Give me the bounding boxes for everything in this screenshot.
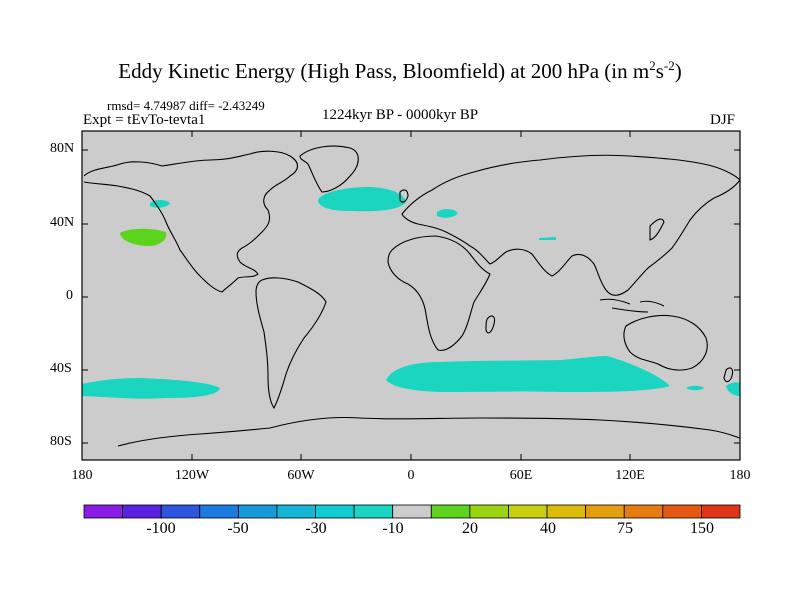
anomaly-patch-europe <box>437 209 458 218</box>
colorbar <box>83 504 741 519</box>
lon-label: 120E <box>615 468 645 483</box>
lon-label: 0 <box>407 468 415 483</box>
colorbar-swatch <box>199 504 239 519</box>
colorbar-swatch <box>508 504 548 519</box>
coastline-north-america <box>83 150 299 293</box>
coastlines <box>83 145 741 447</box>
coastline-south-america <box>255 277 327 410</box>
colorbar-swatch <box>392 504 432 519</box>
lon-label: 120W <box>174 468 210 483</box>
colorbar-label: -30 <box>305 520 327 537</box>
colorbar-swatch <box>469 504 509 519</box>
anomaly-patch-pacific-green <box>120 228 167 246</box>
colorbar-label: 40 <box>540 520 556 537</box>
coastline-indonesia <box>599 298 665 313</box>
coastline-new-zealand <box>723 367 734 383</box>
coastline-eurasia <box>401 154 741 296</box>
anomaly-patch-pacific-east <box>726 382 740 396</box>
map-background <box>82 131 740 460</box>
lat-label: 0 <box>66 288 73 303</box>
colorbar-swatch <box>83 504 123 519</box>
colorbar-label: 20 <box>462 520 478 537</box>
lat-label: 80N <box>50 141 75 156</box>
lon-label: 180 <box>71 468 93 483</box>
anomaly-patch-tasman <box>686 385 704 391</box>
stats-text: rmsd= 4.74987 diff= -2.43249 <box>107 98 265 113</box>
plot-title: Eddy Kinetic Energy (High Pass, Bloomfie… <box>118 58 682 83</box>
colorbar-label: 150 <box>690 520 714 537</box>
season-label: DJF <box>710 112 736 128</box>
colorbar-swatch <box>623 504 664 519</box>
period-label: 1224kyr BP - 0000kyr BP <box>322 107 479 123</box>
colorbar-swatch <box>315 504 355 519</box>
colorbar-swatch <box>160 504 201 519</box>
lon-label: 180 <box>729 468 751 483</box>
lat-label: 80S <box>50 434 72 449</box>
lon-label: 60W <box>287 468 315 483</box>
lat-label: 40S <box>50 361 72 376</box>
coastline-uk <box>399 189 409 203</box>
anomaly-patch-south-pacific <box>82 378 220 399</box>
colorbar-swatch <box>585 504 625 519</box>
coastline-madagascar <box>485 315 496 334</box>
anomaly-patch-north-atlantic <box>318 187 406 212</box>
colorbar-label: 75 <box>617 520 633 537</box>
colorbar-swatch <box>701 504 741 519</box>
colorbar-swatch <box>546 504 587 519</box>
colorbar-swatch <box>430 504 471 519</box>
colorbar-label: -100 <box>146 520 176 537</box>
coastline-antarctica <box>117 416 741 447</box>
colorbar-swatch <box>122 504 162 519</box>
lon-label: 60E <box>509 468 533 483</box>
experiment-label: Expt = tEvTo-tevta1 <box>83 112 206 128</box>
anomaly-patch-north-pacific-small <box>150 200 170 208</box>
coastline-australia <box>623 314 708 371</box>
axis-ticks <box>81 131 741 460</box>
colorbar-label: -50 <box>227 520 249 537</box>
anomaly-patches <box>82 187 740 399</box>
coastline-greenland <box>299 145 359 193</box>
anomaly-patch-southern-ocean <box>386 356 670 392</box>
colorbar-swatch <box>662 504 702 519</box>
lat-label: 40N <box>50 215 75 230</box>
coastline-japan <box>649 218 665 241</box>
coastline-africa <box>387 235 491 351</box>
colorbar-swatch <box>353 504 394 519</box>
colorbar-swatch <box>237 504 278 519</box>
anomaly-patch-asia <box>539 237 556 240</box>
colorbar-label: -10 <box>382 520 404 537</box>
colorbar-swatch <box>276 504 316 519</box>
